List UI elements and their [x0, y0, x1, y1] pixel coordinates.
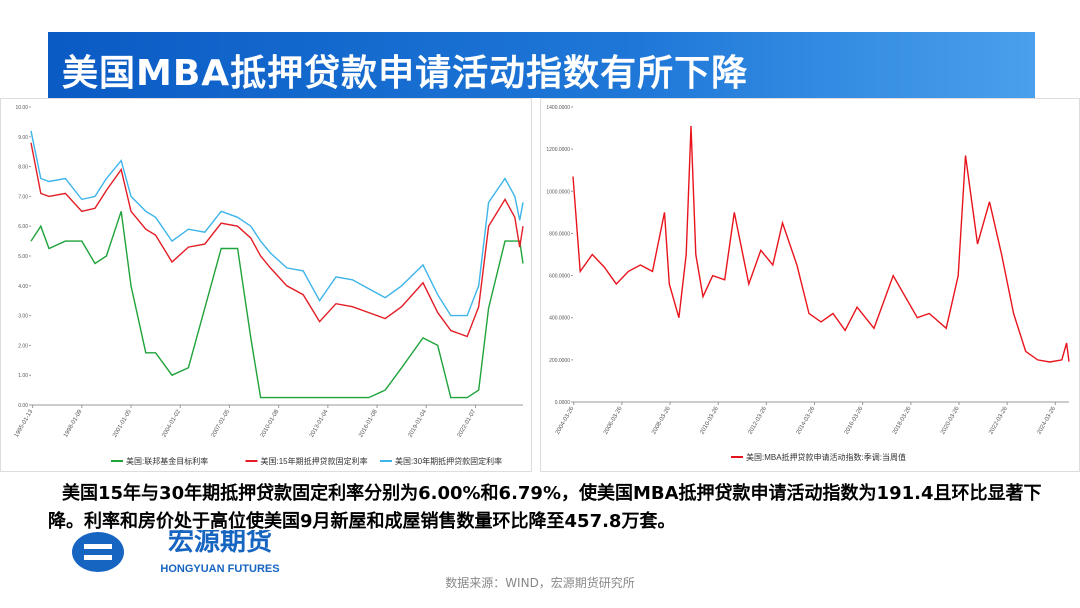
y-tick-label: 8.00: [18, 165, 28, 171]
x-tick-label: 2010-01-08: [260, 408, 281, 438]
y-tick-label: 0.00: [18, 403, 28, 409]
y-tick-label: 200.0000: [549, 358, 570, 364]
y-tick-label: 1.00: [18, 373, 28, 379]
x-tick-label: 2004-01-02: [161, 408, 182, 438]
x-tick-label: 2004-03-26: [555, 405, 576, 435]
legend-label: 美国:联邦基金目标利率: [126, 456, 208, 466]
y-tick-label: 1400.0000: [546, 105, 570, 111]
slide-title: 美国MBA抵押贷款申请活动指数有所下降: [62, 53, 749, 94]
y-tick-label: 7.00: [18, 194, 28, 200]
y-tick-label: 5.00: [18, 254, 28, 260]
x-tick-label: 2019-01-04: [407, 408, 428, 438]
x-tick-label: 2018-03-26: [892, 405, 913, 435]
y-tick-label: 9.00: [18, 135, 28, 141]
series-line: [30, 130, 524, 317]
x-tick-label: 2020-03-26: [940, 405, 961, 435]
chart-panel: 0.0000 200.0000 400.0000 600.0000 800.0000 10…: [540, 98, 1080, 472]
x-tick-label: 2001-01-05: [112, 408, 133, 438]
y-tick-label: 4.00: [18, 284, 28, 290]
x-tick-label: 2010-03-26: [699, 405, 720, 435]
y-tick-label: 600.0000: [549, 274, 570, 280]
logo-icon: [72, 532, 124, 572]
x-tick-label: 2016-01-08: [358, 408, 379, 438]
x-tick-label: 2014-03-26: [796, 405, 817, 435]
legend-label: 美国:MBA抵押贷款申请活动指数:季调:当周值: [746, 452, 906, 462]
logo-icon: [84, 544, 112, 549]
x-tick-label: 2022-03-26: [988, 405, 1009, 435]
x-tick-label: 2007-01-05: [211, 408, 232, 438]
y-tick-label: 1200.0000: [546, 147, 570, 153]
x-tick-label: 2022-01-07: [457, 408, 478, 438]
x-tick-label: 2006-03-26: [603, 405, 624, 435]
chart-panel: 0.00 1.00 2.00 3.00 4.00 5.00 6.00 7.00 8.00 9.00…: [0, 98, 532, 472]
y-tick-label: 10.00: [15, 105, 28, 111]
logo-icon: [84, 555, 112, 560]
title-banner: [48, 32, 1035, 98]
y-tick-label: 3.00: [18, 314, 28, 320]
logo: 宏源期货 HONGYUAN FUTURES: [72, 530, 280, 575]
series-line: [30, 211, 524, 399]
chart: 0.00 1.00 2.00 3.00 4.00 5.00 6.00 7.00 8.00 9.00…: [14, 105, 524, 466]
x-tick-label: 1998-01-09: [63, 408, 84, 438]
logo-name-en: HONGYUAN FUTURES: [160, 563, 279, 575]
x-tick-label: 2008-03-26: [651, 405, 672, 435]
y-tick-label: 2.00: [18, 343, 28, 349]
x-tick-label: 2024-03-26: [1036, 405, 1057, 435]
y-tick-label: 6.00: [18, 224, 28, 230]
y-tick-label: 400.0000: [549, 316, 570, 322]
logo-name: 宏源期货: [168, 530, 272, 557]
x-tick-label: 2016-03-26: [844, 405, 865, 435]
x-tick-label: 2012-03-26: [748, 405, 769, 435]
legend-label: 美国:15年期抵押贷款固定利率: [260, 456, 367, 466]
series-line: [30, 142, 524, 338]
legend-label: 美国:30年期抵押贷款固定利率: [395, 456, 502, 466]
source-note: 数据来源：WIND，宏源期货研究所: [445, 576, 635, 590]
series-line: [572, 125, 1070, 363]
x-tick-label: 2013-01-04: [309, 408, 330, 438]
summary-text: 美国15年与30年期抵押贷款固定利率分别为6.00%和6.79%，使美国MBA抵…: [48, 483, 1042, 532]
chart: 0.0000 200.0000 400.0000 600.0000 800.0000 10…: [546, 105, 1070, 462]
x-tick-label: 1995-01-13: [14, 408, 35, 438]
y-tick-label: 0.0000: [555, 400, 571, 406]
y-tick-label: 800.0000: [549, 231, 570, 237]
y-tick-label: 1000.0000: [546, 189, 570, 195]
